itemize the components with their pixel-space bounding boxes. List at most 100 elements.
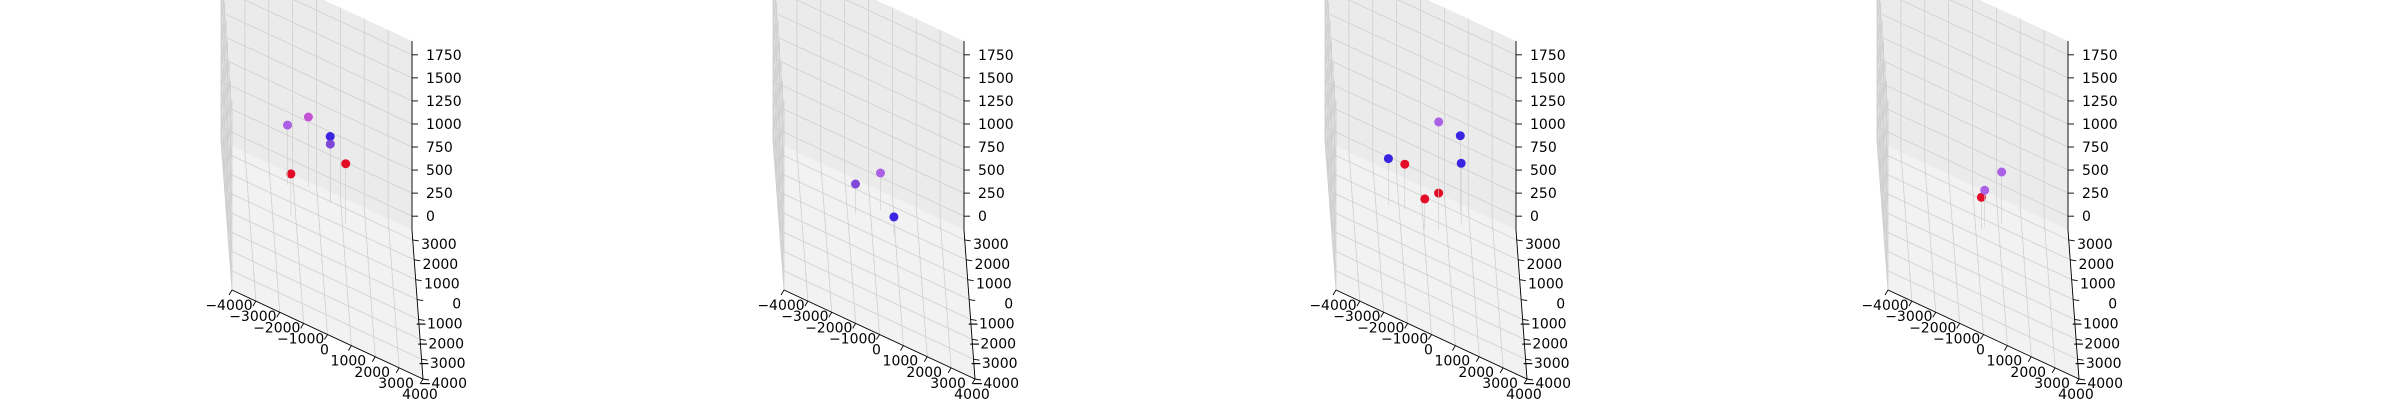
grid-line [939,218,952,368]
grid-line [220,57,233,208]
data-point [1455,131,1465,141]
y-tick-label: 1000 [2080,277,2116,293]
z-tick-label: 1000 [426,117,462,133]
grid-line [820,163,833,313]
y-tick [1516,239,1523,242]
y-tick-label: −2000 [1521,336,1568,352]
y-tick-label: 1000 [1528,277,1564,293]
z-tick-label: 1250 [1530,94,1566,110]
grid-line [1876,104,1889,254]
grid-line [1876,57,2069,148]
scatter3d-panel: −4000−3000−2000−100001000200030004000−40… [757,0,1019,400]
grid-line [316,185,328,335]
x-tick-label: −4000 [1309,298,1356,314]
grid-line [1324,57,1517,148]
y-tick-label: 3000 [1525,237,1561,253]
x-tick-label: −3000 [781,309,828,325]
y-tick [2073,299,2080,301]
y-tick-label: −4000 [2076,376,2123,392]
data-point [1400,159,1410,169]
x-tick [395,367,400,374]
y-tick [419,338,427,341]
z-tick-label: 750 [978,140,1005,156]
y-tick-label: −4000 [420,376,467,392]
y-tick-label: −2000 [969,336,1016,352]
grid-line [1876,11,1889,161]
x-tick [2051,367,2056,374]
y-tick-label: −3000 [2074,356,2121,372]
y-tick-label: −2000 [2073,336,2120,352]
y-tick [1525,358,1532,361]
grid-line [225,210,418,300]
z-tick-label: 1250 [978,94,1014,110]
grid-line [844,174,857,324]
grid-line [2019,207,2032,357]
data-point [1997,167,2007,177]
z-tick-label: 1000 [978,117,1014,133]
grid-line [795,0,965,79]
y-tick [973,358,980,361]
z-tick-label: 0 [426,209,435,225]
grid-line [268,163,281,313]
grid-line [1876,81,1889,231]
x-tick [2027,356,2032,362]
x-tick [1451,345,1456,351]
z-tick-label: 250 [2082,186,2109,202]
grid-line [1900,152,1913,302]
data-point [1420,194,1430,204]
data-point [1976,192,1986,202]
grid-line [220,127,233,277]
grid-line [220,57,413,148]
x-tick-label: 4000 [402,387,438,400]
scatter3d-panel: −4000−3000−2000−100001000200030004000−40… [1861,0,2123,400]
scatter3d-panel: −4000−3000−2000−100001000200030004000−40… [1309,0,1571,400]
grid-line [1325,0,1337,138]
grid-line [243,0,413,79]
z-tick-label: 1000 [1530,117,1566,133]
grid-line [1995,196,2008,346]
z-tick-label: 0 [978,209,987,225]
y-tick [417,299,424,301]
grid-line [220,126,413,217]
grid-line [1876,57,1889,208]
data-point [876,168,885,178]
x-tick [1332,289,1337,296]
scatter3d-panel: −4000−3000−2000−100001000200030004000−40… [205,0,467,400]
x-tick-label: 0 [320,343,329,359]
grid-line [1324,104,1337,254]
y-tick-label: −3000 [418,356,465,372]
grid-line [387,218,400,368]
z-tick-label: 750 [1530,140,1557,156]
grid-line [1420,185,1432,335]
data-point [1456,158,1466,168]
z-tick-label: 1000 [2082,117,2118,133]
data-point [283,120,292,130]
data-point [1383,154,1393,164]
y-tick-label: 1000 [424,277,460,293]
grid-line [1332,249,1525,340]
y-tick [969,299,976,301]
grid-line [782,269,974,360]
data-point [325,132,335,141]
x-tick-label: −4000 [1861,298,1908,314]
x-tick-label: −1000 [1381,331,1428,347]
y-tick-label: −4000 [972,376,1019,392]
x-tick [300,323,305,329]
grid-line [1876,127,1889,277]
grid-line [779,230,971,320]
z-tick-label: 500 [426,163,453,179]
z-tick-label: 1500 [1530,71,1566,87]
x-tick-label: 4000 [1506,387,1542,400]
grid-line [1324,57,1337,208]
x-tick-label: 4000 [2058,387,2094,400]
grid-line [1876,80,2069,171]
y-tick-label: −1000 [2071,316,2118,332]
grid-line [1324,103,1517,194]
y-tick-label: −1000 [967,316,1014,332]
grid-line [1876,34,2069,125]
y-tick-label: 3000 [973,237,1009,253]
x-tick [923,356,928,362]
grid-line [772,126,965,217]
y-tick-label: 1000 [976,277,1012,293]
